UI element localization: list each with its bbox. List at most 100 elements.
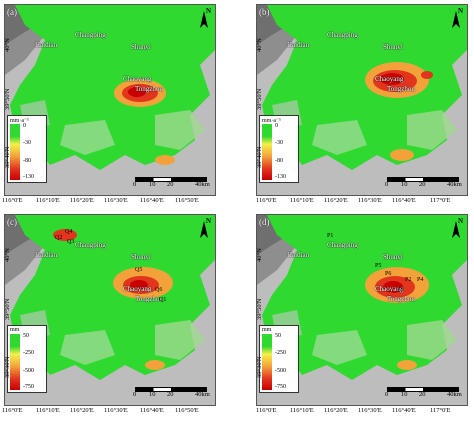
subsidence-zone <box>365 62 433 161</box>
place-haidian: Haidian <box>287 251 310 259</box>
x-tick-label: 116°30'E <box>358 197 382 204</box>
scale-bar-graphic <box>135 177 207 182</box>
place-changping: Changping <box>75 31 106 39</box>
subsidence-zone <box>365 267 429 370</box>
legend-tick: -750 <box>275 384 286 390</box>
scale-bar: 0 10 20 40km <box>385 387 463 403</box>
point-label: P1 <box>327 233 334 239</box>
place-changping: Changping <box>75 241 106 249</box>
place-shunyi: Shunyi <box>131 43 151 51</box>
point-label: Q6 <box>155 287 163 293</box>
scale-bar-graphic <box>387 387 459 392</box>
x-tick-label: 116°20'E <box>70 407 94 414</box>
scale-label: 10 <box>401 391 408 398</box>
place-haidian: Haidian <box>35 251 58 259</box>
x-tick-label: 117°0'E <box>430 407 451 414</box>
point-label: P6 <box>385 271 392 277</box>
place-tongzhou: Tongzhou <box>135 295 163 303</box>
place-haidian: Haidian <box>287 41 310 49</box>
legend-tick: -80 <box>275 158 283 164</box>
point-label: Q5 <box>135 267 143 273</box>
x-tick-label: 116°30'E <box>104 407 128 414</box>
legend-unit: mm·a⁻¹ <box>10 118 29 124</box>
north-label: N <box>457 217 463 225</box>
north-label: N <box>205 7 211 15</box>
place-changping: Changping <box>327 31 358 39</box>
panel-tag: (d) <box>259 217 270 227</box>
point-label: P4 <box>417 277 424 283</box>
x-tick-label: 116°30'E <box>104 197 128 204</box>
panel-tag: (c) <box>7 217 17 227</box>
place-chaoyang: Chaoyang <box>375 285 404 293</box>
x-tick-label: 116°30'E <box>358 407 382 414</box>
point-label: Q1 <box>159 297 167 303</box>
scale-label: 40km <box>195 181 210 188</box>
point-label: P2 <box>405 277 412 283</box>
legend-tick: 50 <box>275 333 281 339</box>
scale-bar: 0 10 20 40km <box>385 177 463 193</box>
x-tick-label: 117°0'E <box>430 197 451 204</box>
scale-label: 20 <box>167 391 174 398</box>
scale-label: 0 <box>133 391 137 398</box>
legend: mm·a⁻¹ 0 -30 -80 -130 <box>7 115 47 183</box>
x-tick-label: 116°0'E <box>2 407 23 414</box>
scale-bar: 0 10 20 40km <box>133 177 211 193</box>
north-arrow-icon <box>200 11 208 28</box>
legend-colorbar <box>10 124 20 180</box>
place-shunyi: Shunyi <box>131 253 151 261</box>
scale-label: 40km <box>447 181 462 188</box>
subsidence-map <box>5 215 215 405</box>
legend-tick: -30 <box>23 140 31 146</box>
point-label: Q2 <box>55 235 63 241</box>
x-tick-label: 116°20'E <box>324 407 348 414</box>
point-label: P5 <box>375 263 382 269</box>
map-panel-a: (a) N Haidian Changping Shunyi Chaoyang … <box>4 4 216 196</box>
place-chaoyang: Chaoyang <box>123 75 152 83</box>
y-tick-label: 40°N <box>256 38 263 52</box>
y-tick-label: 40°N <box>4 38 11 52</box>
x-tick-label: 116°20'E <box>70 197 94 204</box>
place-haidian: Haidian <box>35 41 58 49</box>
legend-colorbar <box>262 124 272 180</box>
x-tick-label: 116°10'E <box>290 407 314 414</box>
legend-colorbar <box>262 334 272 390</box>
legend-tick: 50 <box>23 333 29 339</box>
legend-tick: -250 <box>23 350 34 356</box>
legend: mm·a⁻¹ 0 -30 -80 -130 <box>259 115 299 183</box>
panel-tag: (a) <box>7 7 17 17</box>
scale-label: 40km <box>447 391 462 398</box>
legend-colorbar <box>10 334 20 390</box>
x-tick-label: 116°50'E <box>175 197 199 204</box>
scale-label: 0 <box>133 181 137 188</box>
panel-tag: (b) <box>259 7 270 17</box>
subsidence-zone <box>53 229 173 370</box>
x-tick-label: 116°40'E <box>392 197 416 204</box>
y-tick-label: 39°30'N <box>256 356 263 378</box>
legend-tick: -250 <box>275 350 286 356</box>
x-tick-label: 116°0'E <box>2 197 23 204</box>
scale-label: 10 <box>149 181 156 188</box>
north-arrow-icon <box>452 11 460 28</box>
place-tongzhou: Tongzhou <box>387 85 415 93</box>
legend-tick: -80 <box>23 158 31 164</box>
map-panel-b: (b) N Haidian Changping Shunyi Chaoyang … <box>256 4 468 196</box>
x-tick-label: 116°10'E <box>36 407 60 414</box>
place-chaoyang: Chaoyang <box>375 75 404 83</box>
scale-label: 0 <box>385 181 389 188</box>
subsidence-map <box>257 5 467 195</box>
x-tick-label: 116°50'E <box>175 407 199 414</box>
x-tick-label: 116°10'E <box>290 197 314 204</box>
place-shunyi: Shunyi <box>383 253 403 261</box>
legend-tick: -500 <box>23 368 34 374</box>
point-label: Q4 <box>65 229 73 235</box>
legend-unit: mm <box>262 327 272 333</box>
scale-label: 0 <box>385 391 389 398</box>
y-tick-label: 39°50'N <box>4 88 11 110</box>
y-tick-label: 39°40'N <box>256 146 263 168</box>
map-panel-d: (d) N Haidian Changping Shunyi Chaoyang … <box>256 214 468 406</box>
legend-tick: -30 <box>275 140 283 146</box>
north-label: N <box>205 217 211 225</box>
scale-label: 20 <box>419 181 426 188</box>
map-panel-c: (c) N Haidian Changping Shunyi Chaoyang … <box>4 214 216 406</box>
subsidence-zone <box>114 79 175 165</box>
